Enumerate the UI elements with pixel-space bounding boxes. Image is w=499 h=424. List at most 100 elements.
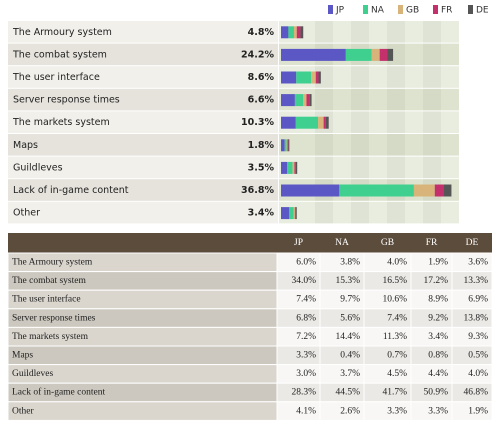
bar-segment [413,184,435,197]
table-header: GB [381,238,394,248]
table-value: 10.6% [382,295,407,305]
table-value: 6.9% [468,295,488,305]
band [351,111,369,133]
total-label: 8.6% [248,72,275,83]
category-label: The user interface [12,72,100,83]
row-label-bg [8,111,278,133]
total-label: 3.4% [248,208,275,219]
legend-swatch [328,5,333,14]
bar-segment [294,161,296,174]
table-header-bg [8,233,492,253]
band [315,156,333,179]
band [423,201,441,224]
table-value: 0.4% [340,350,360,360]
bar-segment [296,26,301,39]
table-header: JP [294,238,303,248]
table-row-label: Guildleves [12,369,53,379]
total-label: 6.6% [248,95,275,106]
bar-segment [325,116,329,129]
table-value: 13.8% [463,313,488,323]
bar-segment [287,161,293,174]
bar-segment [281,71,297,84]
bar-segment [434,184,444,197]
row-label-bg [8,179,278,201]
row-bar-bg [279,201,459,224]
table-value: 0.5% [468,350,488,360]
table-row-label: Lack of in-game content [12,387,105,398]
table-value: 3.6% [468,257,488,267]
table-value: 9.7% [340,295,360,305]
legend-swatch [398,5,403,14]
bar-segment [294,94,304,107]
bar-segment [284,139,287,152]
table-value: 8.9% [428,295,448,305]
bar-segment [281,207,290,220]
band [351,201,369,224]
table-value: 15.3% [335,276,360,286]
band [387,111,405,133]
category-label: Maps [13,140,38,151]
table-value: 13.3% [463,276,488,286]
table-value: 7.4% [296,295,316,305]
table-row-label: The combat system [12,276,86,286]
legend-label: GB [406,6,419,16]
band [315,201,333,224]
table-value: 34.0% [291,276,316,286]
row-bar-bg [279,156,459,179]
band [387,156,405,179]
table-value: 9.3% [468,332,488,342]
table-value: 50.9% [423,388,448,398]
row-bar-bg [279,88,459,111]
bar-segment [323,116,326,129]
table-value: 6.0% [296,257,316,267]
bar-segment [281,94,295,107]
bar-segment [281,184,340,197]
bar-segment [318,71,321,84]
table-value: 0.8% [428,350,448,360]
table-value: 9.2% [428,313,448,323]
table-value: 3.8% [340,257,360,267]
table-value: 11.3% [383,332,407,342]
bar-segment [303,94,307,107]
bar-segment [287,139,289,152]
bar-segment [309,94,312,107]
table-value: 3.4% [428,332,448,342]
band [315,88,333,111]
legend-swatch [468,5,473,14]
category-label: The Armoury system [12,27,112,38]
row-bar-bg [279,134,459,156]
bar-segment [318,116,324,129]
table-value: 3.3% [296,350,316,360]
table-header: NA [335,238,349,248]
total-label: 3.5% [248,162,275,173]
table-row-label: The markets system [12,332,89,342]
legend-label: NA [371,6,385,16]
table-value: 7.4% [387,313,407,323]
band [315,21,333,43]
table-header: DE [466,238,479,248]
bar-segment [281,26,289,39]
legend-label: DE [476,6,489,16]
table-row-label: The user interface [12,294,81,305]
table-value: 17.2% [423,276,448,286]
table-value: 4.4% [428,369,448,379]
table-value: 2.6% [340,406,360,416]
bar-segment [295,207,297,220]
row-label-bg [8,66,278,88]
bar-segment [281,161,288,174]
table-value: 7.2% [296,332,316,342]
band [351,88,369,111]
band [351,156,369,179]
table-value: 6.8% [296,313,316,323]
legend-label: FR [441,6,452,16]
bar-segment [288,139,290,152]
bar-segment [443,184,452,197]
band [387,201,405,224]
table-value: 14.4% [335,332,360,342]
band [351,21,369,43]
table-header: FR [426,238,438,248]
row-label-bg [8,156,278,179]
bar-segment [281,116,296,129]
bar-segment [295,116,319,129]
